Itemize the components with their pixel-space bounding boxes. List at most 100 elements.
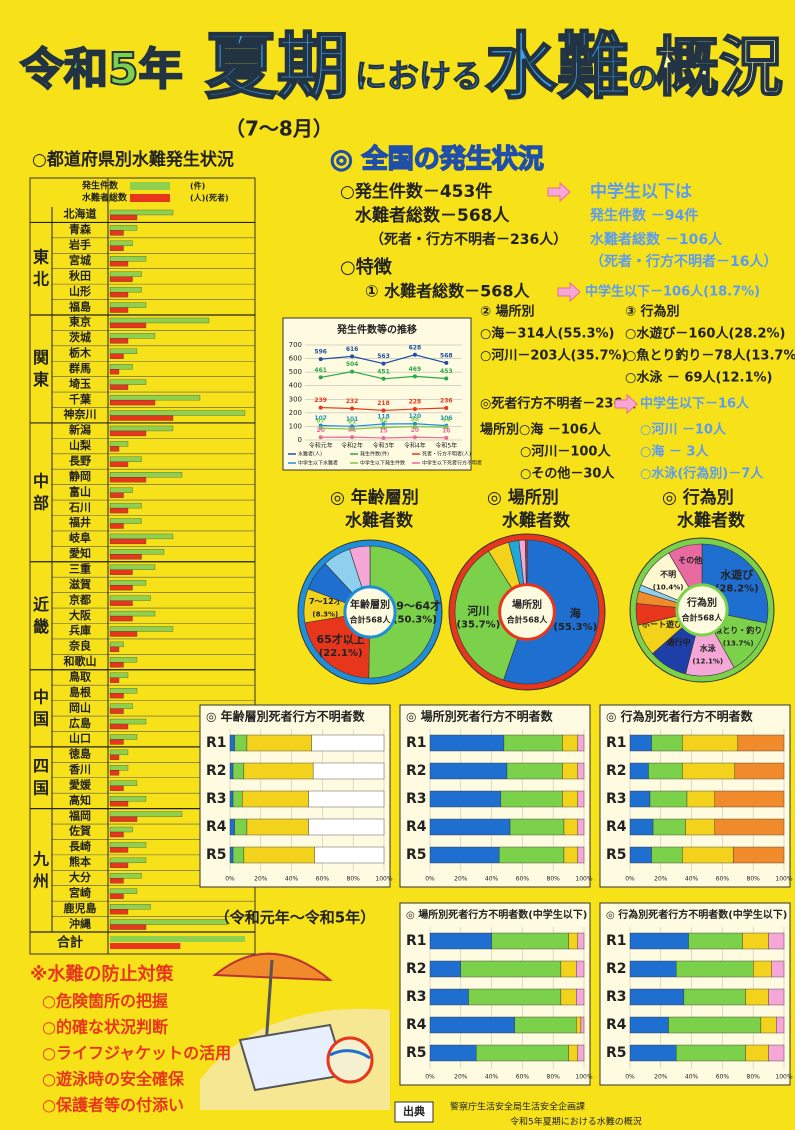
bar [110, 755, 119, 760]
prefecture-name: 大阪 [69, 608, 92, 622]
slice-value: (22.1%) [319, 648, 363, 659]
period-note: （令和元年～令和5年） [215, 909, 375, 927]
bar-segment [746, 1045, 769, 1061]
bar-segment [312, 735, 384, 751]
slice-value: (35.7%) [456, 620, 500, 631]
bar-segment [230, 847, 233, 863]
point [413, 353, 417, 357]
bar-segment [650, 791, 687, 807]
row-label: R4 [406, 819, 427, 835]
page: 令和5年夏期における水難の概況（7～8月）○都道府県別水難発生状況発生件数(件)… [0, 0, 795, 1130]
bar [110, 812, 182, 817]
prefecture-name: 岡山 [69, 700, 91, 714]
prefecture-name: 高知 [69, 793, 91, 807]
bar [110, 770, 119, 775]
bar [110, 534, 173, 539]
x-tick-label: 80% [347, 876, 361, 883]
bar [110, 863, 128, 868]
bar [110, 256, 146, 261]
panel-title: ◎ 行為別死者行方不明者数(中学生以下) [606, 908, 787, 921]
row-label: R3 [406, 989, 427, 1005]
data-label: 218 [377, 400, 390, 407]
bar [110, 230, 124, 235]
bar [110, 842, 146, 847]
bar-segment [669, 1017, 761, 1033]
bar-segment [313, 763, 384, 779]
legend-label: 発生件数(件) [360, 451, 389, 458]
bar [110, 781, 137, 786]
bar [110, 719, 146, 724]
bar [110, 817, 137, 822]
bar-segment [684, 989, 746, 1005]
summary-text: 中学生以下－106人(18.7%) [585, 284, 760, 300]
point [444, 361, 448, 365]
summary-text: 水難者総数 －106人 [590, 231, 723, 248]
prefecture-name: 神奈川 [64, 407, 97, 421]
bar [110, 688, 137, 693]
bar-segment [715, 791, 784, 807]
bar [110, 554, 142, 559]
point [413, 435, 417, 439]
bar-segment [630, 989, 684, 1005]
prefecture-name: 埼玉 [69, 376, 91, 390]
x-tick-label: 令和4年 [404, 442, 426, 450]
bar-segment [242, 791, 308, 807]
bar-segment [772, 961, 784, 977]
row-label: R3 [406, 791, 427, 807]
bar [110, 801, 128, 806]
title-part: 概況 [655, 32, 783, 106]
bar-segment [578, 847, 584, 863]
summary-text: 水難者総数－568人 [355, 205, 510, 226]
slice-value: (12.1%) [692, 658, 723, 666]
y-tick-label: 600 [289, 355, 302, 363]
summary-text: ○水泳(行為別)－7人 [640, 466, 764, 482]
title-part: の [628, 62, 658, 97]
bar-segment [576, 989, 584, 1005]
bar-segment [630, 735, 652, 751]
bar [110, 858, 146, 863]
data-label: 461 [314, 367, 327, 374]
data-label: 239 [314, 397, 327, 404]
prevention-item: ○危険箇所の把握 [42, 992, 168, 1011]
prefecture-name: 岩手 [68, 238, 91, 252]
bar [110, 369, 119, 374]
bar-segment [233, 847, 244, 863]
prefecture-name: 青森 [69, 222, 92, 236]
point [413, 407, 417, 411]
prefecture-name: 長崎 [69, 839, 91, 853]
row-label: R2 [406, 961, 427, 977]
bar [110, 338, 128, 343]
data-label: 20 [411, 427, 419, 434]
point [413, 374, 417, 378]
bar [110, 395, 200, 400]
prefecture-name: 鹿児島 [64, 901, 97, 915]
bar [110, 385, 128, 390]
bar [110, 349, 137, 354]
bar-segment [769, 933, 784, 949]
bar-segment [244, 763, 313, 779]
panel-title: ◎ 場所別死者行方不明者数(中学生以下) [406, 908, 587, 921]
summary-text: ○発生件数－453件 [340, 181, 492, 202]
bar [110, 873, 142, 878]
summary-text: 中学生以下－16人 [640, 396, 750, 412]
bar-segment [769, 989, 784, 1005]
bar [110, 210, 173, 215]
bar [110, 657, 137, 662]
bar [110, 739, 124, 744]
bar [110, 596, 151, 601]
row-label: R5 [406, 847, 427, 863]
data-label: 568 [440, 352, 453, 359]
data-label: 616 [346, 346, 359, 353]
prefecture-name: 鳥取 [69, 669, 91, 683]
pie-heading: ◎ 場所別 [487, 488, 559, 508]
point [319, 435, 323, 439]
bar [110, 246, 124, 251]
bar-segment [233, 763, 244, 779]
prefecture-name: 愛媛 [69, 777, 92, 791]
bar-segment [507, 763, 562, 779]
bar-segment [430, 933, 492, 949]
prefecture-name: 愛知 [69, 546, 91, 560]
bar-segment [233, 791, 242, 807]
prefecture-name: 茨城 [69, 330, 91, 344]
point [350, 435, 354, 439]
